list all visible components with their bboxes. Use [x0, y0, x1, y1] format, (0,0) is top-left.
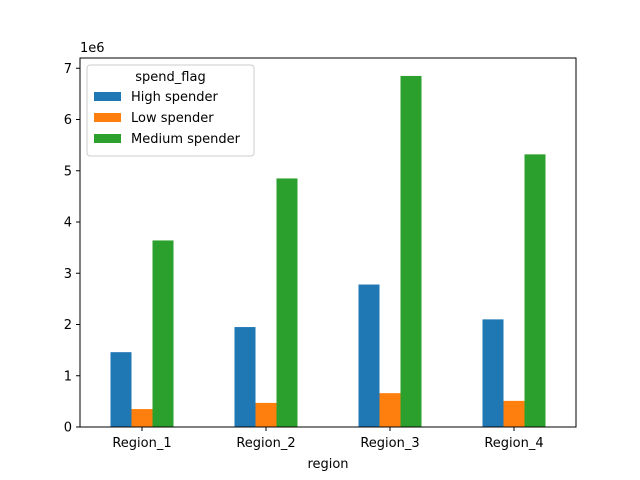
bar-high-spender-region_3	[358, 284, 380, 427]
y-tick-label: 5	[64, 164, 72, 179]
plot-frame	[79, 57, 577, 428]
legend-label: High spender	[131, 90, 219, 105]
y-tick-label: 0	[64, 421, 72, 436]
y-tick-label: 4	[64, 216, 72, 231]
bar-low-spender-region_4	[503, 400, 525, 427]
x-tick-label: Region_4	[484, 436, 543, 451]
y-axis: 0 1 2 3 4 5 6 7	[64, 62, 80, 436]
x-axis-title: region	[307, 457, 348, 472]
legend-swatch-low-spender	[94, 113, 121, 122]
legend-title: spend_flag	[135, 70, 205, 85]
bar-high-spender-region_1	[110, 352, 132, 427]
bar-high-spender-region_2	[234, 327, 256, 427]
y-tick-label: 7	[64, 62, 72, 77]
bar-high-spender-region_4	[482, 319, 504, 427]
legend-label: Medium spender	[131, 132, 241, 147]
y-tick-label: 6	[64, 113, 72, 128]
bars-layer	[110, 75, 546, 427]
x-tick-label: Region_2	[236, 436, 295, 451]
x-tick-label: Region_3	[360, 436, 419, 451]
x-axis: Region_1 Region_2 Region_3 Region_4	[112, 427, 544, 451]
y-offset-label: 1e6	[80, 41, 105, 56]
legend-label: Low spender	[131, 111, 214, 126]
legend: spend_flag High spender Low spender Medium …	[86, 64, 255, 157]
legend-box	[86, 64, 255, 157]
x-tick-label: Region_1	[112, 436, 171, 451]
bar-medium-spender-region_2	[276, 178, 298, 427]
bar-low-spender-region_2	[255, 402, 277, 427]
bar-medium-spender-region_3	[400, 75, 422, 427]
y-tick-label: 2	[64, 318, 72, 333]
y-tick-label: 3	[64, 267, 72, 282]
legend-swatch-high-spender	[94, 92, 121, 101]
bar-medium-spender-region_1	[152, 240, 174, 427]
legend-swatch-medium-spender	[94, 134, 121, 143]
bar-medium-spender-region_4	[524, 154, 546, 427]
y-tick-label: 1	[64, 369, 72, 384]
bar-low-spender-region_3	[379, 393, 401, 427]
bar-low-spender-region_1	[131, 409, 153, 427]
